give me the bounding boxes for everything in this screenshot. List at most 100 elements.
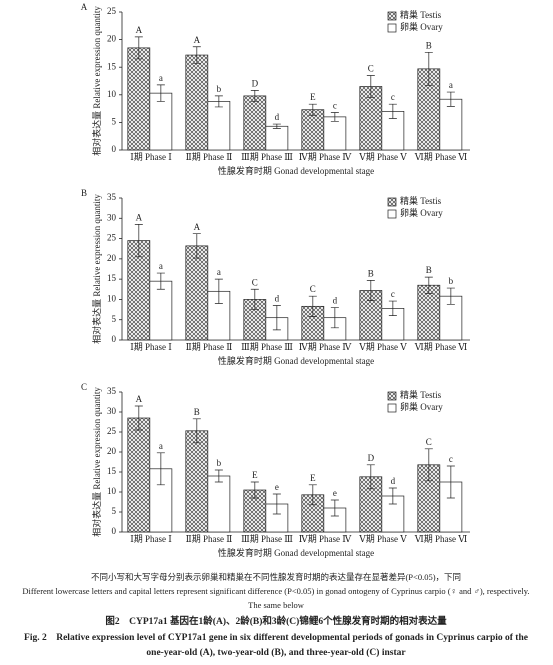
- error-bar: [192, 46, 201, 64]
- legend-label: 精巢 Testis: [400, 9, 442, 20]
- error-bar: [388, 300, 397, 317]
- significance-label: a: [159, 73, 163, 83]
- figure-title-en-2: one-year-old (A), two-year-old (B), and …: [146, 647, 406, 658]
- y-tick-label: 5: [112, 314, 117, 324]
- bar: [185, 245, 209, 341]
- x-tick-label: Ⅴ期 Phase Ⅴ: [358, 342, 407, 352]
- x-tick-label: Ⅴ期 Phase Ⅴ: [358, 152, 407, 162]
- panel-label: A: [81, 2, 88, 12]
- y-tick-label: 10: [107, 486, 117, 496]
- legend-label: 卵巢 Ovary: [400, 207, 443, 218]
- y-axis-label: 相对表达量 Relative expression quantity: [91, 6, 102, 156]
- legend-label: 精巢 Testis: [400, 389, 442, 400]
- bar: [243, 95, 267, 151]
- error-bar: [250, 288, 259, 310]
- significance-label: B: [194, 407, 200, 417]
- bar: [185, 54, 209, 151]
- significance-label: C: [426, 437, 432, 447]
- x-tick-label: Ⅱ期 Phase Ⅱ: [186, 152, 233, 162]
- significance-label: b: [217, 84, 222, 94]
- significance-label: B: [426, 265, 432, 275]
- legend-swatch: [387, 11, 397, 21]
- y-tick-label: 0: [112, 144, 117, 154]
- y-tick-label: 20: [107, 253, 117, 263]
- x-tick-label: Ⅲ期 Phase Ⅲ: [241, 534, 293, 544]
- error-bar: [192, 233, 201, 259]
- error-bar: [366, 464, 375, 490]
- x-tick-label: Ⅰ期 Phase Ⅰ: [130, 534, 172, 544]
- significance-label: b: [449, 276, 454, 286]
- error-bar: [388, 103, 397, 119]
- significance-label: c: [391, 92, 395, 102]
- y-tick-label: 15: [107, 273, 117, 283]
- significance-label: A: [136, 212, 143, 222]
- error-bar: [424, 276, 433, 294]
- error-bar: [250, 90, 259, 102]
- note-en: Different lowercase letters and capital …: [22, 586, 529, 596]
- significance-label: E: [310, 473, 316, 483]
- error-bar: [366, 280, 375, 301]
- significance-label: C: [368, 64, 374, 74]
- significance-label: A: [194, 222, 201, 232]
- error-bar: [308, 484, 317, 506]
- significance-label: A: [136, 25, 143, 35]
- y-tick-label: 10: [107, 293, 117, 303]
- y-tick-label: 5: [112, 116, 117, 126]
- y-tick-label: 25: [107, 233, 117, 243]
- x-tick-label: Ⅲ期 Phase Ⅲ: [241, 152, 293, 162]
- x-tick-label: Ⅱ期 Phase Ⅱ: [186, 342, 233, 352]
- error-bar: [214, 469, 223, 483]
- y-axis-label: 相对表达量 Relative expression quantity: [91, 194, 102, 344]
- y-tick-label: 25: [107, 426, 117, 436]
- bar: [301, 109, 325, 151]
- error-bar: [272, 493, 281, 515]
- y-tick-label: 10: [107, 89, 117, 99]
- error-bar: [308, 295, 317, 317]
- significance-label: D: [368, 453, 375, 463]
- y-tick-label: 20: [107, 34, 117, 44]
- bar: [439, 98, 463, 151]
- error-bar: [424, 448, 433, 482]
- x-tick-label: Ⅳ期 Phase Ⅳ: [299, 534, 352, 544]
- significance-label: c: [449, 454, 453, 464]
- x-tick-label: Ⅰ期 Phase Ⅰ: [130, 342, 172, 352]
- x-tick-label: Ⅵ期 Phase Ⅵ: [414, 534, 468, 544]
- panel-label: B: [81, 188, 87, 198]
- x-tick-label: Ⅳ期 Phase Ⅳ: [299, 342, 352, 352]
- significance-label: E: [310, 92, 316, 102]
- note-cn: 不同小写和大写字母分别表示卵巢和精巢在不同性腺发育时期的表达量存在显著差异(P<…: [91, 572, 461, 582]
- significance-label: B: [426, 40, 432, 50]
- x-tick-label: Ⅵ期 Phase Ⅵ: [414, 342, 468, 352]
- bar: [185, 430, 209, 533]
- figure-title-en: Fig. 2 Relative expression level of CYP1…: [24, 633, 528, 643]
- error-bar: [134, 405, 143, 431]
- figure-title-cn: 图2 CYP17a1 基因在1龄(A)、2龄(B)和3龄(C)锦鲤6个性腺发育时…: [105, 615, 447, 627]
- error-bar: [308, 103, 317, 116]
- x-axis-label: 性腺发育时期 Gonad developmental stage: [218, 165, 374, 176]
- significance-label: C: [252, 277, 258, 287]
- bar: [323, 116, 347, 151]
- y-axis-label: 相对表达量 Relative expression quantity: [91, 387, 102, 537]
- error-bar: [272, 305, 281, 331]
- bar: [207, 101, 231, 151]
- significance-label: E: [252, 470, 258, 480]
- bar: [265, 125, 289, 151]
- x-tick-label: Ⅲ期 Phase Ⅲ: [241, 342, 293, 352]
- bar: [127, 417, 151, 533]
- error-bar: [156, 84, 165, 102]
- significance-label: a: [217, 267, 221, 277]
- significance-label: a: [159, 261, 163, 271]
- significance-label: d: [275, 112, 280, 122]
- error-bar: [330, 499, 339, 517]
- significance-label: d: [275, 294, 280, 304]
- significance-label: c: [391, 289, 395, 299]
- significance-label: d: [333, 296, 338, 306]
- error-bar: [446, 91, 455, 107]
- significance-label: D: [252, 78, 259, 88]
- y-tick-label: 15: [107, 466, 117, 476]
- error-bar: [156, 452, 165, 486]
- y-tick-label: 20: [107, 446, 117, 456]
- significance-label: A: [136, 394, 143, 404]
- bar: [127, 47, 151, 151]
- x-tick-label: Ⅰ期 Phase Ⅰ: [130, 152, 172, 162]
